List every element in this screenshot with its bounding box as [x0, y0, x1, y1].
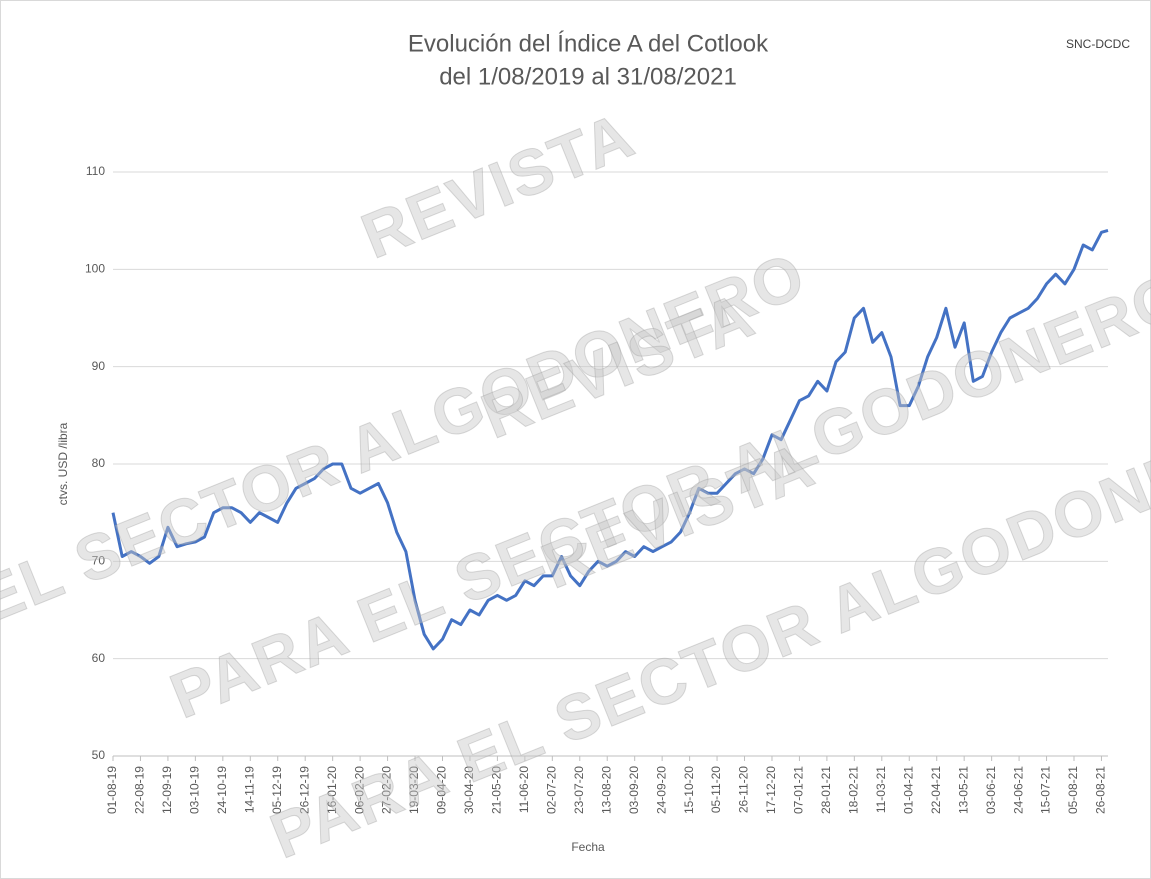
- y-axis-label: ctvs. USD /libra: [56, 422, 70, 505]
- x-tick-label: 07-01-21: [792, 766, 806, 814]
- x-tick-label: 30-04-20: [462, 766, 476, 814]
- x-tick-label: 06-02-20: [352, 766, 366, 814]
- x-tick-label: 17-12-20: [764, 766, 778, 814]
- y-tick-label: 110: [86, 164, 105, 178]
- x-tick-label: 03-10-19: [188, 766, 202, 814]
- x-tick-label: 21-05-20: [490, 766, 504, 814]
- x-tick-label: 16-01-20: [325, 766, 339, 814]
- x-tick-label: 28-01-21: [819, 766, 833, 814]
- chart-title: del 1/08/2019 al 31/08/2021: [439, 63, 737, 90]
- line-series: [111, 228, 1109, 651]
- y-tick-label: 50: [92, 748, 106, 762]
- x-tick-label: 02-07-20: [544, 766, 558, 814]
- x-tick-label: 13-08-20: [599, 766, 613, 814]
- x-tick-label: 12-09-19: [160, 766, 174, 814]
- chart-title: Evolución del Índice A del Cotlook: [408, 30, 769, 57]
- x-tick-label: 01-04-21: [901, 766, 915, 814]
- y-tick-label: 80: [92, 456, 106, 470]
- x-tick-label: 15-10-20: [682, 766, 696, 814]
- x-tick-label: 13-05-21: [956, 766, 970, 814]
- x-tick-label: 23-07-20: [572, 766, 586, 814]
- y-tick-label: 100: [85, 262, 105, 276]
- x-axis-label: Fecha: [571, 840, 605, 854]
- x-tick-label: 26-08-21: [1094, 766, 1108, 814]
- x-tick-label: 22-08-19: [133, 766, 147, 814]
- x-tick-label: 18-02-21: [847, 766, 861, 814]
- x-tick-label: 09-04-20: [435, 766, 449, 814]
- x-tick-label: 19-03-20: [407, 766, 421, 814]
- y-tick-label: 60: [92, 651, 106, 665]
- x-tick-label: 24-06-21: [1011, 766, 1025, 814]
- x-tick-label: 26-12-19: [297, 766, 311, 814]
- x-tick-label: 11-06-20: [517, 766, 531, 813]
- x-tick-label: 14-11-19: [242, 766, 256, 813]
- source: SNC-DCDC: [1066, 37, 1130, 51]
- y-tick-label: 70: [92, 554, 106, 568]
- x-tick-label: 05-11-20: [709, 766, 723, 813]
- y-tick-label: 90: [92, 359, 106, 373]
- x-tick-label: 03-06-21: [984, 766, 998, 814]
- x-tick-label: 24-10-19: [215, 766, 229, 814]
- x-tick-label: 26-11-20: [737, 766, 751, 813]
- x-tick-label: 22-04-21: [929, 766, 943, 814]
- x-tick-label: 27-02-20: [380, 766, 394, 814]
- x-tick-label: 05-08-21: [1066, 766, 1080, 814]
- x-tick-label: 15-07-21: [1039, 766, 1053, 814]
- x-tick-label: 01-08-19: [105, 766, 119, 814]
- x-tick-label: 05-12-19: [270, 766, 284, 814]
- x-tick-label: 03-09-20: [627, 766, 641, 814]
- x-tick-label: 11-03-21: [874, 766, 888, 813]
- x-tick-label: 24-09-20: [654, 766, 668, 814]
